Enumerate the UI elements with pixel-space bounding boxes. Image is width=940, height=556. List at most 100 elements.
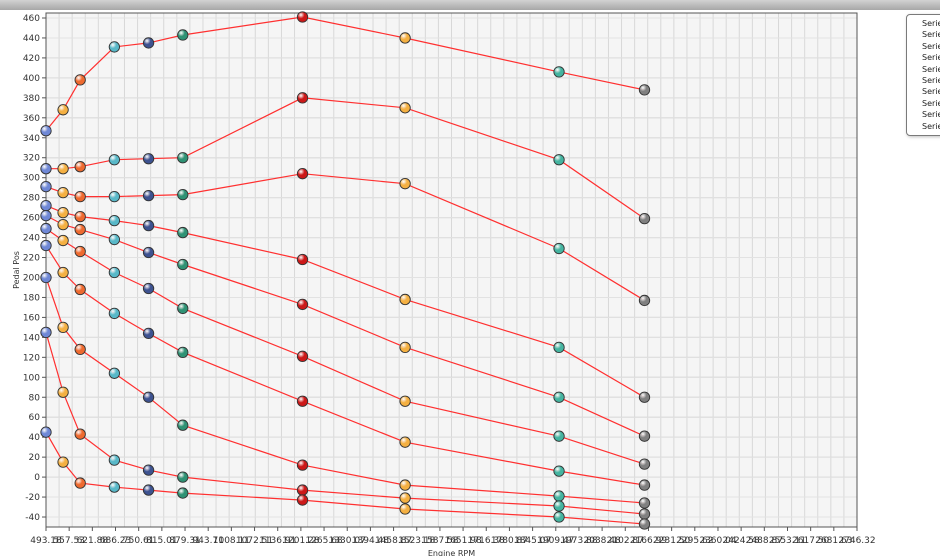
data-point xyxy=(108,454,121,466)
data-point xyxy=(638,84,651,96)
y-tick-label: 300 xyxy=(23,174,40,184)
data-point xyxy=(74,223,86,236)
data-point xyxy=(638,518,651,530)
x-tick-label: 2295.62 xyxy=(676,536,713,546)
data-point xyxy=(108,233,121,246)
x-tick-label: 1201.28 xyxy=(282,536,319,546)
data-point xyxy=(57,321,69,334)
x-tick-label: 1330.07 xyxy=(329,536,366,546)
x-tick-label: 1651.98 xyxy=(444,536,481,546)
series-line xyxy=(45,215,645,437)
data-point xyxy=(142,189,155,202)
data-point xyxy=(296,11,309,23)
y-tick-label: 380 xyxy=(23,94,40,104)
y-tick-label: 60 xyxy=(29,413,41,423)
data-point xyxy=(177,346,189,358)
data-point xyxy=(296,484,309,496)
x-tick-label: 1523.18 xyxy=(398,536,435,546)
legend-item: Serie xyxy=(922,64,940,74)
data-point xyxy=(296,253,309,266)
y-tick-label: 400 xyxy=(23,74,40,84)
data-point xyxy=(177,226,189,239)
plot-border xyxy=(45,12,858,528)
data-point xyxy=(108,190,121,203)
data-point xyxy=(40,181,52,193)
x-tick-label: 1265.68 xyxy=(305,536,342,546)
x-tick-label: 2553.11 xyxy=(769,536,806,546)
legend-item: Serie xyxy=(922,41,940,51)
y-tick-label: 260 xyxy=(23,214,40,224)
data-point xyxy=(40,125,52,137)
x-tick-label: 1973.88 xyxy=(560,536,597,546)
x-tick-label: 2424.58 xyxy=(723,536,760,546)
series-line xyxy=(45,205,645,398)
data-point xyxy=(553,66,565,78)
x-axis-title: Engine RPM xyxy=(428,549,475,556)
y-tick-label: 160 xyxy=(23,313,40,323)
data-point xyxy=(142,391,155,403)
y-tick-label: 240 xyxy=(23,234,40,244)
data-point xyxy=(177,419,189,431)
data-point xyxy=(40,222,52,235)
data-point xyxy=(638,458,651,470)
data-point xyxy=(57,206,69,219)
data-point xyxy=(638,479,651,491)
data-point xyxy=(40,426,52,438)
y-axis-title: Pedal Pos xyxy=(12,251,21,289)
data-point xyxy=(57,266,69,279)
x-tick-label: 621.88 xyxy=(77,536,109,546)
data-point xyxy=(108,367,121,379)
x-tick-label: 1072.51 xyxy=(236,536,273,546)
data-point xyxy=(638,391,651,403)
x-tick-label: 1136.91 xyxy=(259,536,296,546)
legend-item: Serie xyxy=(922,87,940,97)
y-tick-label: 120 xyxy=(23,353,40,363)
y-tick-label: 0 xyxy=(34,473,40,483)
data-point xyxy=(108,481,121,493)
series-points xyxy=(40,11,651,530)
data-point xyxy=(553,511,565,523)
data-point xyxy=(40,163,52,175)
data-point xyxy=(40,326,52,339)
x-tick-label: 2681.63 xyxy=(815,536,852,546)
x-tick-label: 1716.38 xyxy=(468,536,505,546)
legend-item: Serie xyxy=(922,98,940,108)
y-tick-label: 20 xyxy=(29,453,41,463)
data-point xyxy=(57,386,69,398)
data-point xyxy=(553,391,565,403)
data-point xyxy=(142,282,155,295)
x-tick-label: 686.23 xyxy=(100,536,132,546)
data-point xyxy=(553,465,565,477)
data-point xyxy=(177,29,189,41)
data-point xyxy=(296,92,309,104)
data-point xyxy=(142,246,155,259)
x-tick-label: 493.18 xyxy=(30,536,62,546)
series-line xyxy=(45,173,645,301)
data-point xyxy=(74,283,86,296)
series-line xyxy=(45,277,645,504)
data-point xyxy=(74,428,86,440)
y-tick-label: 80 xyxy=(29,393,41,403)
y-tick-label: 440 xyxy=(23,34,40,44)
data-point xyxy=(142,153,155,165)
window-top-bar xyxy=(0,0,940,10)
legend-list: Serie Serie Serie Serie Serie Serie Seri… xyxy=(907,15,940,132)
y-tick-label: 100 xyxy=(23,373,40,383)
x-tick-label: 2231.50 xyxy=(653,536,690,546)
data-point xyxy=(399,395,411,407)
x-tick-label: 2166.99 xyxy=(630,536,667,546)
series-lines xyxy=(45,16,645,525)
x-tick-label: 1845.07 xyxy=(514,536,551,546)
data-point xyxy=(108,307,121,320)
data-point xyxy=(142,219,155,232)
y-tick-label: 220 xyxy=(23,254,40,264)
data-point xyxy=(177,302,189,315)
data-point xyxy=(177,152,189,164)
data-point xyxy=(57,456,69,468)
data-point xyxy=(177,258,189,271)
data-point xyxy=(553,430,565,442)
legend-item: Serie xyxy=(922,19,940,28)
y-tick-label: 420 xyxy=(23,54,40,64)
data-point xyxy=(142,37,155,49)
